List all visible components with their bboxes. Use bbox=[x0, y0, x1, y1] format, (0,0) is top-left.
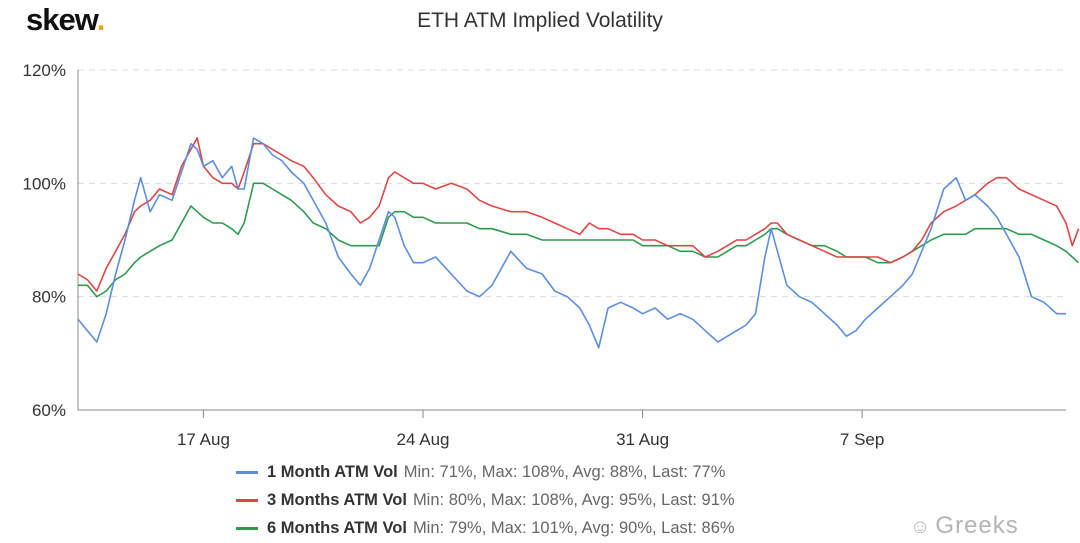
series-line-6m bbox=[78, 182, 1080, 298]
y-tick-label: 120% bbox=[23, 61, 66, 80]
volatility-chart: 60% 80% 100% 120% 17 Aug 24 Aug 31 Aug 7 Sep bbox=[23, 61, 1080, 449]
x-tick-label: 24 Aug bbox=[397, 430, 450, 449]
wechat-icon: ☺ bbox=[910, 516, 932, 538]
legend-stats-6m: Min: 79%, Max: 101%, Avg: 90%, Last: 86% bbox=[412, 518, 735, 537]
legend-name-1m: 1 Month ATM Vol bbox=[267, 462, 398, 481]
legend-name-6m: 6 Months ATM Vol bbox=[267, 518, 407, 537]
greeks-watermark: ☺ Greeks bbox=[910, 512, 1019, 540]
logo-text: skew bbox=[26, 2, 98, 37]
legend-name-3m: 3 Months ATM Vol bbox=[267, 490, 407, 509]
legend-item-3m[interactable]: 3 Months ATM Vol Min: 80%, Max: 108%, Av… bbox=[236, 486, 735, 514]
skew-logo: skew. bbox=[26, 2, 106, 38]
legend-item-6m[interactable]: 6 Months ATM Vol Min: 79%, Max: 101%, Av… bbox=[236, 514, 735, 542]
legend-swatch-1m bbox=[236, 470, 258, 474]
series-line-3m bbox=[77, 137, 1080, 292]
series-line-1m bbox=[77, 137, 1066, 349]
x-tick-label: 31 Aug bbox=[616, 430, 669, 449]
watermark-text: Greeks bbox=[935, 512, 1019, 539]
legend-stats-1m: Min: 71%, Max: 108%, Avg: 88%, Last: 77% bbox=[403, 462, 726, 481]
legend-stats-3m: Min: 80%, Max: 108%, Avg: 95%, Last: 91% bbox=[412, 490, 735, 509]
legend-swatch-6m bbox=[236, 526, 258, 530]
y-tick-label: 100% bbox=[23, 174, 66, 193]
chart-legend: 1 Month ATM Vol Min: 71%, Max: 108%, Avg… bbox=[236, 458, 735, 542]
y-tick-label: 80% bbox=[32, 288, 66, 307]
legend-swatch-3m bbox=[236, 498, 258, 502]
chart-title: ETH ATM Implied Volatility bbox=[417, 9, 663, 32]
y-tick-label: 60% bbox=[32, 401, 66, 420]
logo-dot: . bbox=[96, 2, 106, 37]
legend-item-1m[interactable]: 1 Month ATM Vol Min: 71%, Max: 108%, Avg… bbox=[236, 458, 735, 486]
x-tick-label: 17 Aug bbox=[177, 430, 230, 449]
x-tick-label: 7 Sep bbox=[840, 430, 884, 449]
